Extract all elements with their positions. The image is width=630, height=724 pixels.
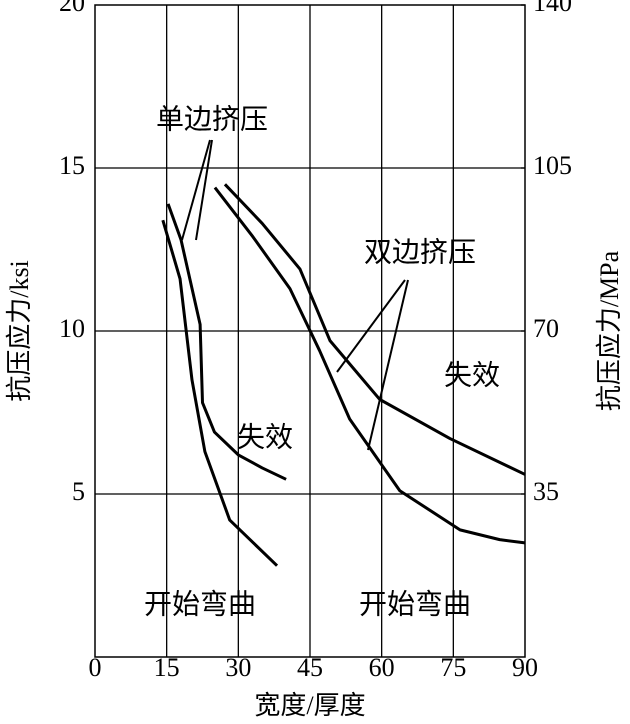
annotation: 开始弯曲 (359, 588, 471, 620)
x-tick-label: 30 (225, 653, 251, 682)
y2-tick-label: 140 (533, 0, 572, 17)
curve (223, 183, 526, 476)
x-tick-label: 45 (297, 653, 323, 682)
curve (161, 219, 279, 567)
y2-tick-label: 35 (533, 477, 559, 506)
x-tick-label: 90 (512, 653, 538, 682)
leader-lines (181, 139, 409, 451)
leader-line (181, 139, 211, 241)
y2-axis-label: 抗压应力/MPa (595, 250, 624, 411)
annotation: 开始弯曲 (144, 588, 256, 620)
curve (166, 203, 287, 481)
annotation: 单边挤压 (156, 103, 268, 135)
annotation: 双边挤压 (364, 236, 476, 268)
leader-line (367, 279, 409, 451)
x-tick-label: 0 (89, 653, 102, 682)
x-axis-label: 宽度/厚度 (254, 691, 365, 720)
y-tick-label: 15 (59, 151, 85, 180)
leader-line (336, 279, 406, 373)
curve (213, 186, 526, 545)
y-tick-label: 20 (59, 0, 85, 17)
annotation: 失效 (444, 359, 500, 391)
leader-line (195, 139, 213, 241)
x-tick-label: 60 (369, 653, 395, 682)
y-tick-label: 10 (59, 314, 85, 343)
x-tick-label: 15 (154, 653, 180, 682)
y2-tick-label: 70 (533, 314, 559, 343)
annotation: 失效 (237, 421, 293, 453)
y-axis-label: 抗压应力/ksi (5, 260, 34, 402)
x-tick-label: 75 (440, 653, 466, 682)
y-tick-label: 5 (72, 477, 85, 506)
y2-tick-label: 105 (533, 151, 572, 180)
